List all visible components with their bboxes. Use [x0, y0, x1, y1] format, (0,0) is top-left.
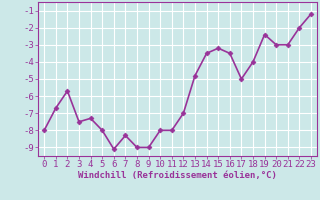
X-axis label: Windchill (Refroidissement éolien,°C): Windchill (Refroidissement éolien,°C) [78, 171, 277, 180]
